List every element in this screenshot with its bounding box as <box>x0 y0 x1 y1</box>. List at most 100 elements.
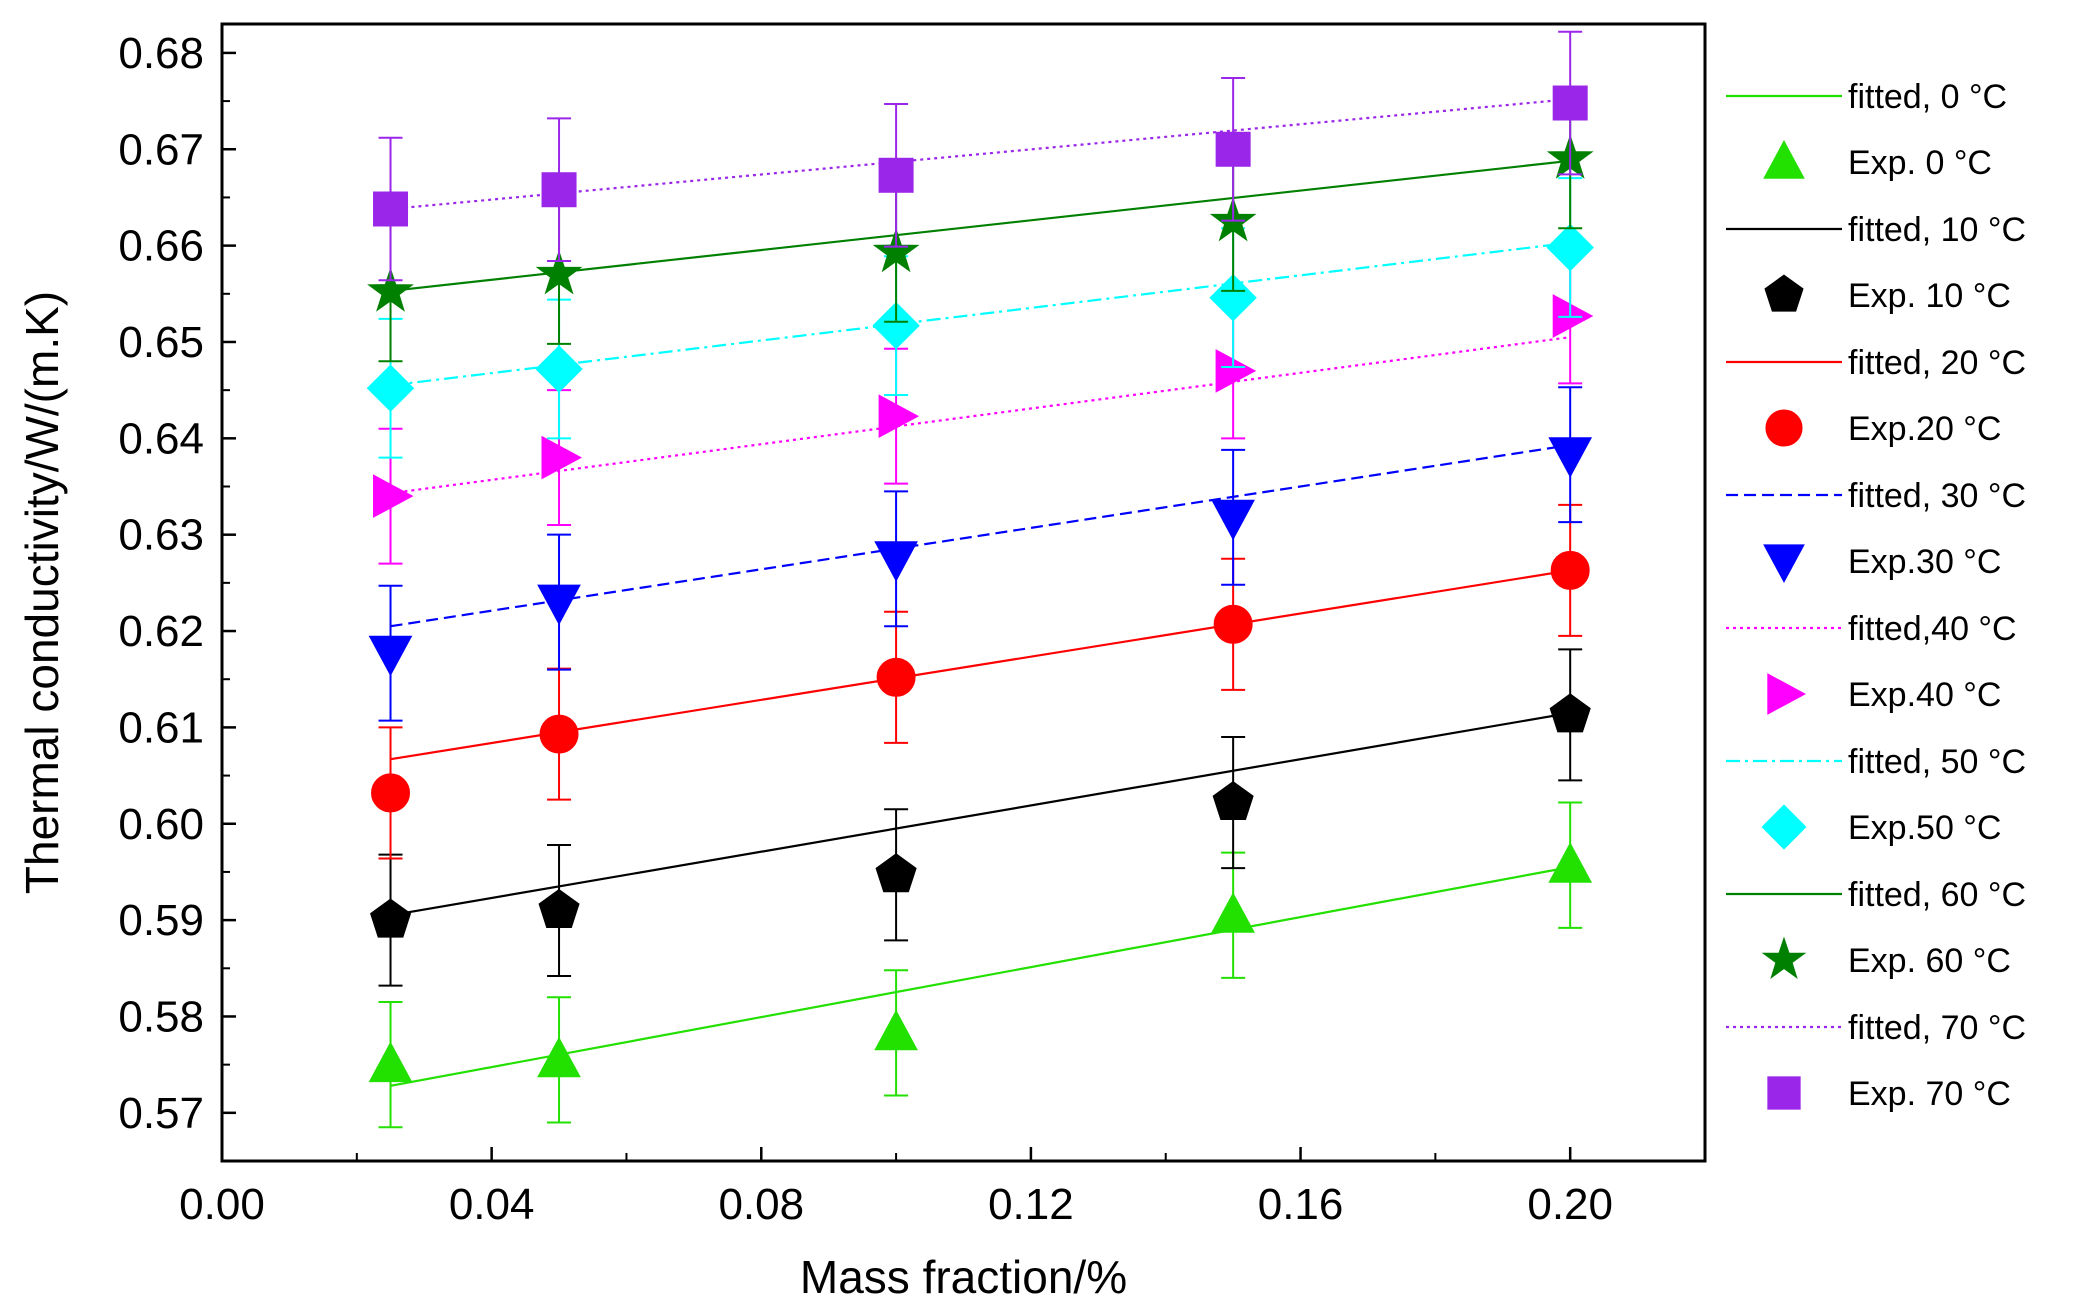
data-point <box>878 394 920 439</box>
y-tick-label: 0.66 <box>118 222 204 271</box>
fitted-line <box>390 866 1571 1087</box>
data-point <box>874 1009 918 1051</box>
series-60c <box>367 88 1594 363</box>
data-point <box>1552 85 1588 121</box>
data-point <box>1215 349 1257 393</box>
data-point <box>371 773 411 813</box>
fitted-line <box>390 569 1571 761</box>
y-axis: 0.57 0.58 0.59 0.60 0.61 0.62 0.63 0.64 0.65 0.66… <box>118 29 236 1138</box>
y-tick-label: 0.64 <box>118 414 204 463</box>
data-point <box>538 888 580 928</box>
data-point <box>366 364 415 412</box>
data-point <box>368 1041 413 1083</box>
y-tick-label: 0.61 <box>118 703 204 752</box>
legend-entry-30c: fitted, 30 °C Exp.30 °C <box>1726 477 2026 583</box>
data-point <box>367 267 414 312</box>
data-point <box>368 635 413 677</box>
data-point <box>541 435 583 480</box>
data-point <box>1209 273 1257 322</box>
x-tick-label: 0.12 <box>988 1180 1074 1229</box>
y-tick-label: 0.63 <box>118 511 204 560</box>
legend: fitted, 0 °C Exp. 0 °C fitted, 10 °C Exp. 1… <box>1726 78 2026 1113</box>
x-tick-label: 0.00 <box>179 1180 265 1229</box>
legend-entry-20c: fitted, 20 °C Exp.20 °C <box>1726 344 2026 448</box>
legend-entry-60c: fitted, 60 °C Exp. 60 °C <box>1726 876 2026 980</box>
data-point <box>1546 223 1594 272</box>
data-point <box>1549 693 1591 733</box>
legend-marker <box>1765 409 1803 447</box>
x-tick-label: 0.16 <box>1258 1180 1344 1229</box>
legend-marker <box>1761 936 1807 979</box>
series-0c <box>368 801 1593 1129</box>
legend-fitted-label: fitted, 0 °C <box>1848 78 2007 116</box>
legend-fitted-label: fitted, 50 °C <box>1848 743 2026 781</box>
legend-fitted-label: fitted, 30 °C <box>1848 477 2026 515</box>
series-10c <box>370 648 1591 987</box>
data-point <box>1212 780 1254 820</box>
data-point <box>535 249 583 295</box>
data-point <box>373 474 414 518</box>
data-point <box>537 584 581 626</box>
legend-entry-50c: fitted, 50 °C Exp.50 °C <box>1726 743 2026 850</box>
legend-exp-label: Exp. 70 °C <box>1848 1075 2011 1113</box>
y-tick-label: 0.65 <box>118 318 204 367</box>
fitted-line <box>390 159 1571 292</box>
data-point <box>373 191 409 227</box>
legend-entry-70c: fitted, 70 °C Exp. 70 °C <box>1726 1009 2026 1113</box>
series-30c <box>368 386 1593 722</box>
fitted-line <box>390 98 1571 211</box>
data-point <box>875 853 917 893</box>
legend-fitted-label: fitted, 70 °C <box>1848 1009 2026 1047</box>
legend-entry-40c: fitted,40 °C Exp.40 °C <box>1726 610 2017 715</box>
y-tick-label: 0.67 <box>118 125 204 174</box>
x-axis: 0.00 0.04 0.08 0.12 0.16 0.20 <box>179 1147 1613 1229</box>
y-tick-label: 0.68 <box>118 29 204 78</box>
data-point <box>1550 550 1590 590</box>
legend-fitted-label: fitted, 60 °C <box>1848 876 2026 914</box>
data-point <box>876 657 916 697</box>
data-point <box>872 301 920 350</box>
data-point <box>1215 131 1251 167</box>
series-20c <box>371 503 1590 860</box>
data-point <box>874 541 918 582</box>
y-tick-label: 0.58 <box>118 992 204 1041</box>
data-point <box>539 714 579 754</box>
fitted-line <box>390 336 1571 495</box>
series-50c <box>366 177 1594 459</box>
legend-marker <box>1767 673 1806 715</box>
series-70c <box>373 30 1588 282</box>
data-point <box>535 345 583 393</box>
fitted-line <box>390 241 1571 387</box>
y-tick-label: 0.57 <box>118 1089 204 1138</box>
legend-exp-label: Exp.20 °C <box>1848 410 2001 448</box>
data-point <box>1548 437 1593 478</box>
legend-fitted-label: fitted, 20 °C <box>1848 344 2026 382</box>
x-axis-title: Mass fraction/% <box>800 1251 1127 1303</box>
plot-area <box>220 22 1707 1163</box>
data-point <box>1211 499 1255 541</box>
data-point <box>370 898 412 938</box>
data-point <box>537 1036 581 1078</box>
legend-entry-10c: fitted, 10 °C Exp. 10 °C <box>1726 211 2026 315</box>
legend-exp-label: Exp.40 °C <box>1848 676 2001 714</box>
fitted-line <box>390 443 1571 628</box>
legend-exp-label: Exp. 10 °C <box>1848 277 2011 315</box>
legend-exp-label: Exp. 60 °C <box>1848 942 2011 980</box>
y-axis-title: Thermal conductivity/W/(m.K) <box>16 291 68 894</box>
legend-entry-0c: fitted, 0 °C Exp. 0 °C <box>1726 78 2007 182</box>
y-tick-label: 0.59 <box>118 896 204 945</box>
series-40c <box>373 247 1594 565</box>
plot-frame <box>220 22 1707 1163</box>
legend-fitted-label: fitted,40 °C <box>1848 610 2017 648</box>
data-point <box>541 172 577 208</box>
data-point <box>1213 604 1253 644</box>
x-tick-label: 0.20 <box>1527 1180 1613 1229</box>
legend-marker <box>1764 274 1804 312</box>
y-tick-label: 0.62 <box>118 607 204 656</box>
data-point <box>1548 842 1593 883</box>
legend-exp-label: Exp.50 °C <box>1848 809 2001 847</box>
legend-marker <box>1767 1076 1801 1110</box>
legend-marker <box>1763 140 1805 179</box>
legend-fitted-label: fitted, 10 °C <box>1848 211 2026 249</box>
